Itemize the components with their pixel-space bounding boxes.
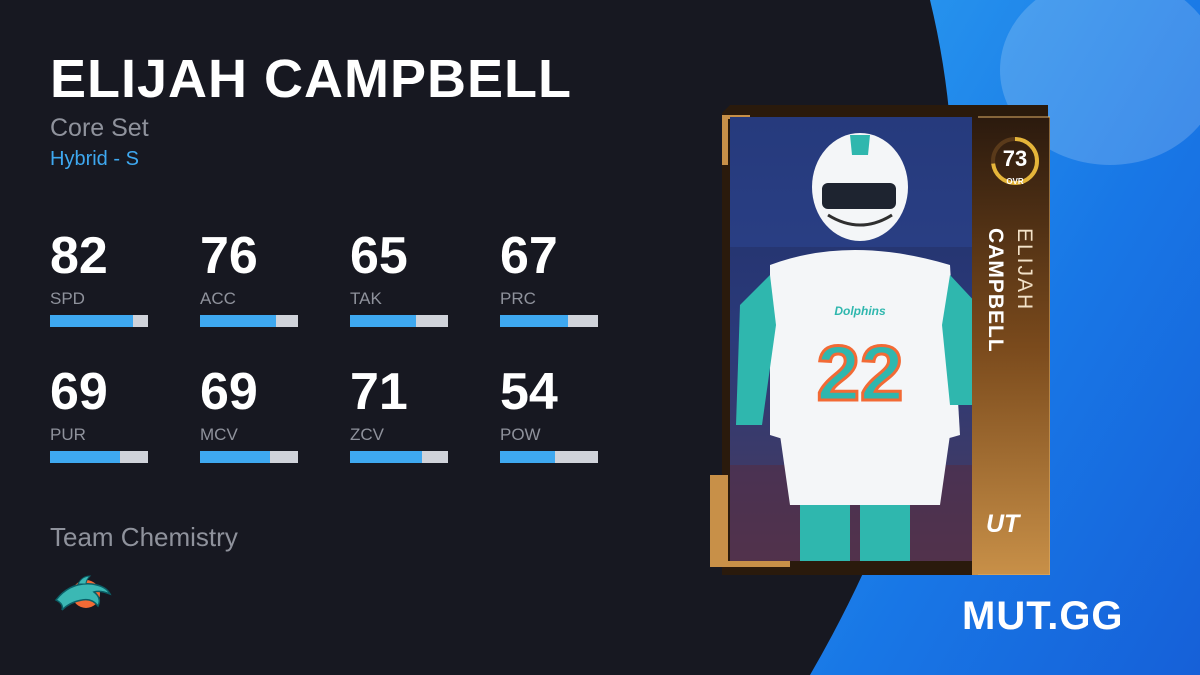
stat-bar-fill — [50, 451, 120, 463]
stat-bar — [50, 315, 148, 327]
stat-label: ZCV — [350, 425, 384, 444]
ovr-value: 73 — [1002, 146, 1028, 171]
stat-label: PUR — [50, 425, 86, 444]
ovr-ring — [991, 137, 1039, 185]
stat-item: 67 PRC — [500, 225, 650, 361]
card-last-name: CAMPBELL — [984, 228, 1007, 353]
stat-bar — [350, 451, 448, 463]
stat-bar-fill — [200, 451, 270, 463]
stat-value: 76 — [200, 227, 258, 285]
stat-label: POW — [500, 425, 541, 444]
dolphins-logo-icon[interactable] — [52, 570, 114, 618]
stats-grid: 82 SPD 76 ACC 65 TAK 67 PRC 69 PUR 69 MC… — [50, 225, 650, 497]
stat-bar — [350, 315, 448, 327]
stat-label: SPD — [50, 289, 85, 308]
stat-bar — [50, 451, 148, 463]
stat-bar-fill — [500, 451, 555, 463]
stat-bar-fill — [350, 315, 416, 327]
stat-item: 54 POW — [500, 361, 650, 497]
team-chemistry-title: Team Chemistry — [50, 522, 238, 552]
jersey-text: Dolphins — [834, 304, 886, 318]
stat-label: PRC — [500, 289, 536, 308]
stat-item: 76 ACC — [200, 225, 350, 361]
stat-bar-fill — [350, 451, 422, 463]
player-figure: 22 Dolphins — [736, 133, 978, 561]
stat-bar — [500, 315, 598, 327]
stat-value: 69 — [200, 363, 258, 421]
stat-bar-fill — [200, 315, 277, 327]
stat-item: 65 TAK — [350, 225, 500, 361]
stat-value: 67 — [500, 227, 558, 285]
stat-bar-fill — [50, 315, 134, 327]
stat-value: 65 — [350, 227, 408, 285]
stat-label: TAK — [350, 289, 382, 308]
player-archetype: Hybrid - S — [50, 148, 139, 170]
stat-label: ACC — [200, 289, 236, 308]
player-name: ELIJAH CAMPBELL — [50, 49, 573, 109]
ut-badge: UT — [986, 510, 1020, 538]
stat-bar — [500, 451, 598, 463]
stat-label: MCV — [200, 425, 238, 444]
stat-value: 69 — [50, 363, 108, 421]
stat-value: 71 — [350, 363, 408, 421]
stat-item: 69 PUR — [50, 361, 200, 497]
player-card[interactable]: 22 Dolphins — [710, 105, 1050, 575]
stat-value: 82 — [50, 227, 108, 285]
stat-bar — [200, 315, 298, 327]
card-set-name: Core Set — [50, 114, 149, 142]
stat-item: 71 ZCV — [350, 361, 500, 497]
stat-bar-fill — [500, 315, 568, 327]
stat-item: 82 SPD — [50, 225, 200, 361]
card-first-name: ELIJAH — [1013, 228, 1036, 312]
stat-item: 69 MCV — [200, 361, 350, 497]
ovr-label: OVR — [1006, 177, 1024, 186]
stat-bar — [200, 451, 298, 463]
stat-value: 54 — [500, 363, 558, 421]
jersey-number: 22 — [817, 329, 904, 417]
mutgg-logo[interactable]: MUT.GG — [962, 594, 1124, 638]
